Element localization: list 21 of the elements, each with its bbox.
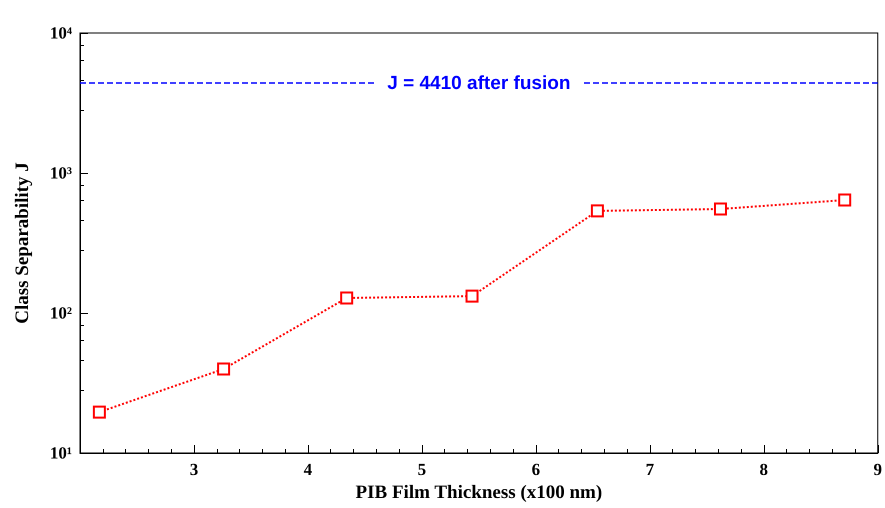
y-axis-title: Class Separability J — [12, 162, 33, 324]
ref-line-label: J = 4410 after fusion — [387, 72, 570, 94]
x-tick-label: 7 — [646, 460, 655, 479]
x-tick-label: 3 — [190, 460, 198, 479]
y-tick-label: 10² — [50, 304, 72, 322]
point — [838, 194, 852, 207]
point — [340, 291, 354, 304]
y-tick-label: 10³ — [50, 164, 72, 182]
x-axis-title: PIB Film Thickness (x100 nm) — [356, 482, 602, 503]
y-tick-label: 10⁴ — [50, 24, 72, 42]
x-tick-label: 9 — [874, 460, 882, 479]
x-tick-label: 8 — [760, 460, 768, 479]
x-tick-label: 6 — [532, 460, 540, 479]
point — [714, 202, 727, 216]
point — [466, 290, 479, 303]
x-tick-label: 4 — [304, 460, 313, 479]
y-tick-label: 10¹ — [50, 444, 72, 462]
point — [217, 362, 230, 376]
point — [590, 204, 604, 218]
x-tick-label: 5 — [418, 460, 426, 479]
point — [92, 406, 106, 419]
